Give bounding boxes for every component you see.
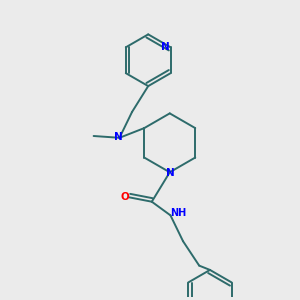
Text: N: N bbox=[161, 42, 170, 52]
Text: NH: NH bbox=[170, 208, 187, 218]
Text: N: N bbox=[114, 132, 123, 142]
Text: O: O bbox=[121, 192, 130, 202]
Text: N: N bbox=[166, 168, 175, 178]
